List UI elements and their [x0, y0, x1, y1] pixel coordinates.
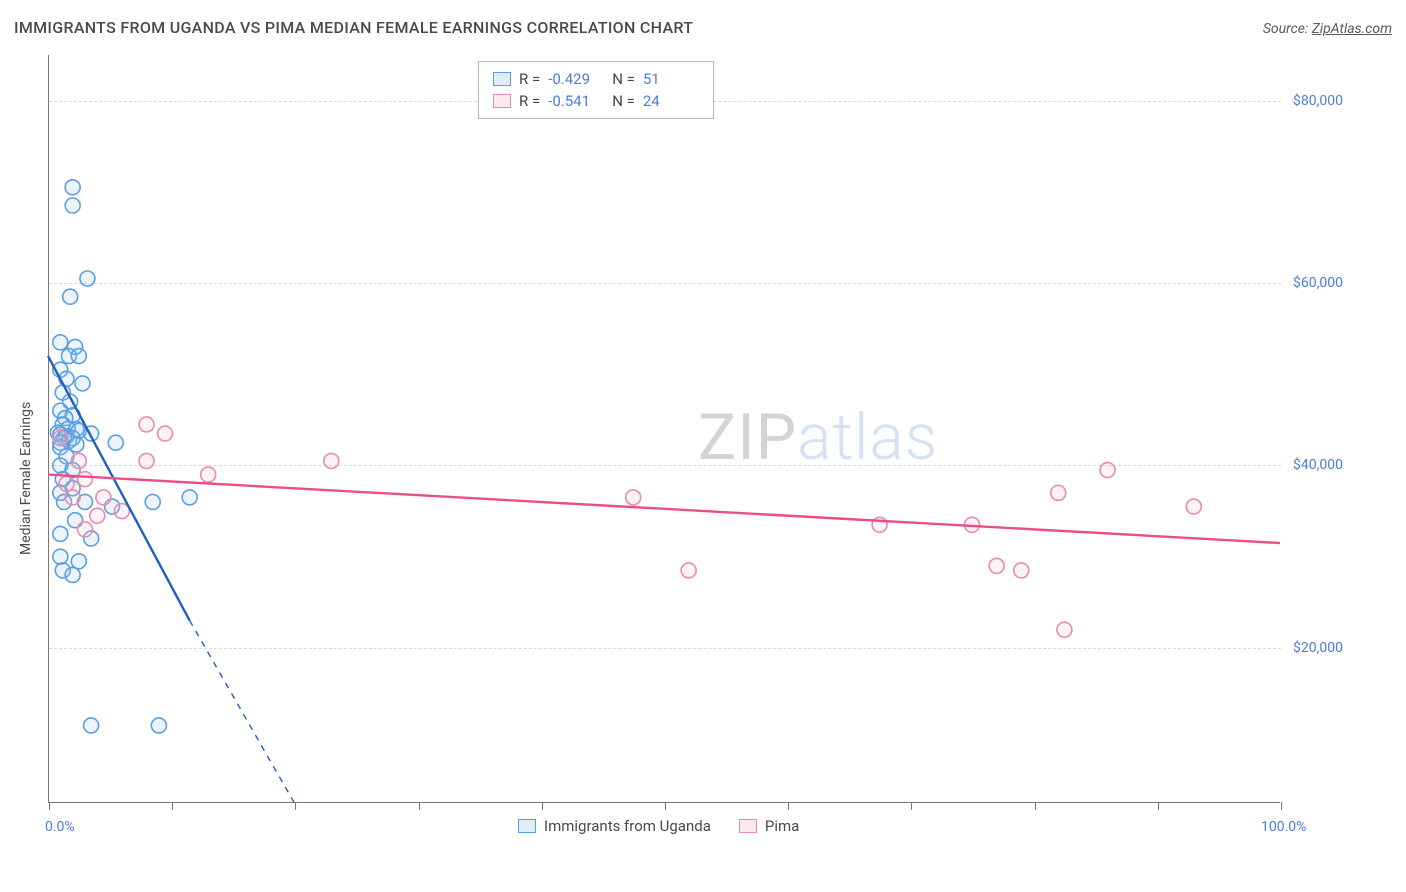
trend-line	[48, 475, 1280, 543]
y-tick-label: $40,000	[1293, 457, 1343, 473]
r-value: -0.541	[548, 90, 604, 112]
data-point	[59, 476, 74, 491]
y-axis-title: Median Female Earnings	[18, 402, 34, 555]
legend-swatch	[493, 72, 511, 86]
data-point	[989, 558, 1004, 573]
data-point	[71, 453, 86, 468]
x-tick	[1158, 802, 1159, 810]
data-point	[71, 349, 86, 364]
data-point	[53, 335, 68, 350]
data-point	[65, 490, 80, 505]
data-point	[71, 554, 86, 569]
data-point	[145, 494, 160, 509]
data-point	[201, 467, 216, 482]
data-point	[77, 472, 92, 487]
data-point	[151, 718, 166, 733]
x-tick	[419, 802, 420, 810]
data-point	[626, 490, 641, 505]
n-value: 24	[643, 90, 699, 112]
data-point	[65, 198, 80, 213]
data-point	[139, 453, 154, 468]
legend-swatch	[518, 819, 536, 833]
stats-legend: R = -0.429 N = 51 R = -0.541 N = 24	[478, 61, 714, 119]
data-point	[182, 490, 197, 505]
n-label: N =	[612, 68, 635, 90]
data-point	[1186, 499, 1201, 514]
y-tick-label: $80,000	[1293, 93, 1343, 109]
data-point	[139, 417, 154, 432]
data-point	[53, 549, 68, 564]
data-point	[80, 271, 95, 286]
bottom-legend-item: Immigrants from Uganda	[518, 817, 711, 835]
data-point	[681, 563, 696, 578]
stats-legend-row: R = -0.541 N = 24	[493, 90, 699, 112]
data-point	[1014, 563, 1029, 578]
chart-container: $20,000$40,000$60,000$80,0000.0%100.0% Z…	[48, 55, 1328, 830]
data-point	[324, 453, 339, 468]
bottom-legend: Immigrants from Uganda Pima	[518, 817, 799, 835]
data-point	[53, 526, 68, 541]
chart-svg	[48, 55, 1280, 803]
source-link[interactable]: ZipAtlas.com	[1312, 21, 1392, 37]
data-point	[90, 508, 105, 523]
data-point	[1051, 485, 1066, 500]
data-point	[1057, 622, 1072, 637]
x-tick	[1281, 802, 1282, 810]
data-point	[53, 431, 68, 446]
trend-line-extrapolated	[190, 621, 295, 803]
x-tick	[1035, 802, 1036, 810]
source-prefix: Source:	[1263, 21, 1312, 37]
legend-swatch	[739, 819, 757, 833]
data-point	[75, 376, 90, 391]
data-point	[63, 289, 78, 304]
r-label: R =	[519, 68, 540, 90]
data-point	[77, 522, 92, 537]
data-point	[108, 435, 123, 450]
x-tick	[911, 802, 912, 810]
x-tick	[172, 802, 173, 810]
legend-label: Pima	[765, 817, 799, 835]
data-point	[1100, 463, 1115, 478]
y-tick-label: $20,000	[1293, 640, 1343, 656]
x-max-label: 100.0%	[1261, 819, 1328, 835]
x-tick	[788, 802, 789, 810]
data-point	[84, 718, 99, 733]
x-tick	[49, 802, 50, 810]
x-tick	[665, 802, 666, 810]
legend-label: Immigrants from Uganda	[544, 817, 711, 835]
x-tick	[295, 802, 296, 810]
stats-legend-row: R = -0.429 N = 51	[493, 68, 699, 90]
data-point	[158, 426, 173, 441]
x-min-label: 0.0%	[45, 819, 75, 835]
y-tick-label: $60,000	[1293, 275, 1343, 291]
n-value: 51	[643, 68, 699, 90]
bottom-legend-item: Pima	[739, 817, 799, 835]
r-label: R =	[519, 90, 540, 112]
data-point	[65, 180, 80, 195]
data-point	[65, 567, 80, 582]
source-attribution: Source: ZipAtlas.com	[1263, 21, 1392, 37]
n-label: N =	[612, 90, 635, 112]
chart-title: IMMIGRANTS FROM UGANDA VS PIMA MEDIAN FE…	[14, 18, 693, 37]
data-point	[96, 490, 111, 505]
r-value: -0.429	[548, 68, 604, 90]
x-tick	[542, 802, 543, 810]
legend-swatch	[493, 94, 511, 108]
